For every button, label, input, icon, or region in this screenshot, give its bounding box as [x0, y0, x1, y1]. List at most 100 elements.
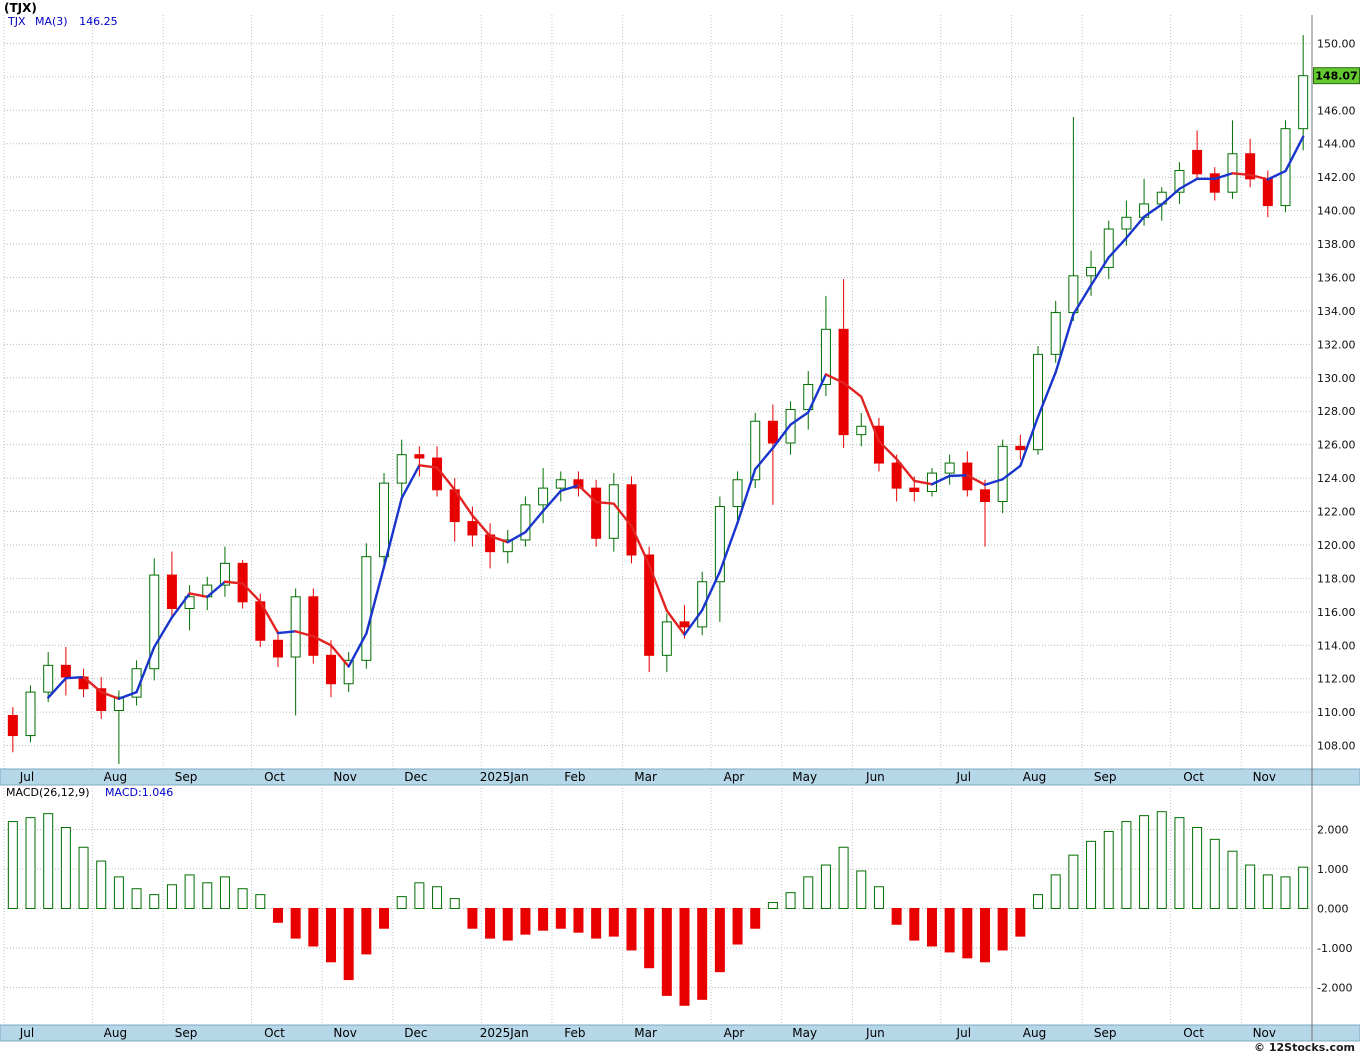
ma-line-segment [983, 478, 1004, 486]
candle-body [1015, 445, 1026, 451]
macd-tick-label: 1.000 [1317, 863, 1349, 876]
macd-bar [1015, 907, 1026, 937]
ma-line-segment [683, 608, 704, 636]
macd-bar [1068, 854, 1079, 909]
candle-body [414, 454, 425, 459]
ma-line-segment [453, 488, 474, 517]
candle-body [1192, 149, 1203, 175]
candle-body [714, 506, 725, 583]
candle-body [1103, 228, 1114, 268]
price-tick-label: 114.00 [1317, 639, 1356, 652]
macd-bar [1174, 817, 1185, 909]
month-label: 2025Jan [480, 1026, 529, 1040]
macd-bar [608, 907, 619, 937]
month-label: Nov [333, 1026, 356, 1040]
ma-line-segment [276, 630, 297, 635]
ma-line-segment [948, 474, 969, 478]
ma-line-segment [259, 600, 280, 635]
chart-title: (TJX) [4, 1, 37, 15]
ma-line-segment [64, 675, 85, 680]
macd-bar [873, 886, 884, 909]
ma-line-segment [700, 570, 722, 612]
price-tick-label: 144.00 [1317, 138, 1356, 151]
ma-line-segment [736, 467, 757, 524]
candle-body [1033, 353, 1044, 451]
candle-body [626, 484, 637, 556]
legend-ma-label: MA(3) [35, 15, 68, 28]
macd-bar [1121, 821, 1132, 909]
price-tick-label: 134.00 [1317, 305, 1356, 318]
ma-line-segment [188, 592, 209, 599]
macd-bar [838, 846, 849, 909]
macd-bar [96, 860, 107, 909]
chart-legend: TJX MA(3) 146.25 [8, 15, 118, 28]
candle-body [997, 445, 1008, 503]
macd-bar [1103, 830, 1114, 909]
macd-bar [520, 907, 531, 935]
month-label: Oct [1183, 1026, 1204, 1040]
candle-body [732, 479, 743, 508]
candle-body [644, 554, 655, 656]
month-label: Nov [1253, 1026, 1276, 1040]
legend-ma-value: 146.25 [79, 15, 118, 28]
month-label: Sep [175, 1026, 198, 1040]
candle-body [661, 621, 672, 656]
candle-body [467, 521, 478, 536]
candle-body [944, 462, 955, 474]
candle-body [396, 454, 407, 484]
candle-body [608, 484, 619, 539]
macd-bar [1298, 866, 1309, 909]
candle-body [343, 659, 354, 685]
price-tick-label: 108.00 [1317, 740, 1356, 753]
candle-body [520, 504, 531, 541]
ma-line-segment [789, 411, 810, 426]
macd-bar [1262, 874, 1273, 909]
candle-body [184, 596, 195, 610]
candle-body [502, 539, 513, 553]
ma-line-segment [135, 645, 156, 694]
month-label: Oct [264, 1026, 285, 1040]
macd-bar [290, 907, 301, 939]
macd-bar [166, 884, 177, 909]
candle-body [1245, 153, 1256, 180]
macd-bar [591, 907, 602, 939]
price-tick-label: 142.00 [1317, 171, 1356, 184]
candle-body [166, 574, 177, 610]
macd-bar [467, 907, 478, 929]
macd-bar [1227, 850, 1238, 909]
ma-line-segment [913, 479, 934, 486]
ma-line-segment [594, 500, 616, 505]
price-tick-label: 112.00 [1317, 673, 1356, 686]
price-tick-label: 118.00 [1317, 572, 1356, 585]
candle-body [290, 596, 301, 658]
price-tick-label: 130.00 [1317, 372, 1356, 385]
macd-bar [237, 888, 248, 909]
macd-bar [502, 907, 513, 941]
price-tick-label: 140.00 [1317, 205, 1356, 218]
ma-line-segment [860, 395, 881, 443]
macd-bar [343, 907, 354, 981]
candle-body [7, 715, 18, 737]
price-tick-label: 138.00 [1317, 238, 1356, 251]
candle-body [96, 688, 107, 711]
month-label: Sep [1094, 1026, 1117, 1040]
ma-line-segment [877, 440, 898, 461]
price-tick-label: 124.00 [1317, 472, 1356, 485]
price-tick-label: 116.00 [1317, 606, 1356, 619]
candle-body [60, 664, 71, 678]
ma-line-segment [1231, 172, 1252, 177]
month-label: Sep [175, 770, 198, 784]
ma-line-segment [1213, 172, 1234, 181]
candle-body [555, 479, 566, 489]
price-tick-label: 120.00 [1317, 539, 1356, 552]
macd-bar [1156, 811, 1167, 909]
macd-bar [1192, 827, 1203, 909]
macd-bar [767, 902, 778, 909]
macd-bar [78, 846, 89, 909]
price-tick-label: 132.00 [1317, 338, 1356, 351]
macd-bar [944, 907, 955, 953]
macd-bar [149, 894, 160, 909]
candle-body [326, 654, 336, 685]
